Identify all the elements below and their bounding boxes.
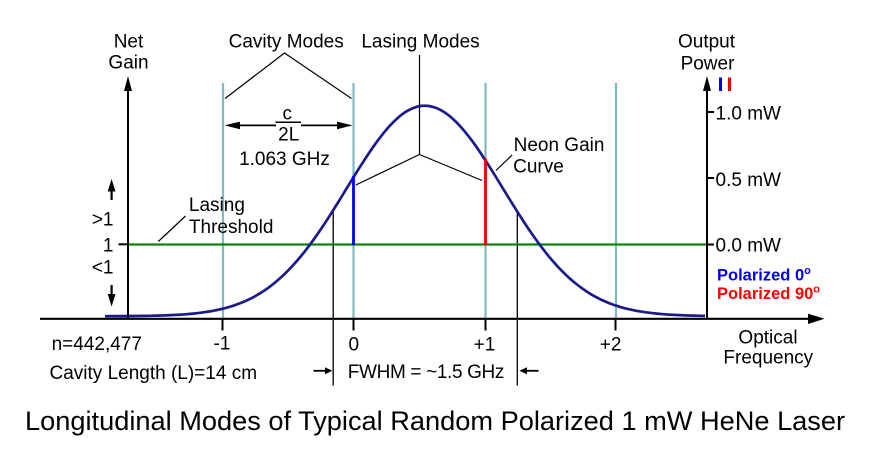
svg-text:2L: 2L	[278, 125, 299, 146]
svg-text:Lasing Modes: Lasing Modes	[361, 32, 479, 53]
svg-text:Gain: Gain	[108, 53, 148, 74]
svg-text:FWHM = ~1.5 GHz: FWHM = ~1.5 GHz	[348, 362, 504, 383]
svg-text:1.063 GHz: 1.063 GHz	[239, 149, 330, 170]
svg-text:1.0 mW: 1.0 mW	[716, 104, 782, 125]
svg-text:c: c	[283, 104, 293, 125]
svg-text:Frequency: Frequency	[723, 348, 813, 369]
svg-text:Cavity Modes: Cavity Modes	[229, 32, 344, 53]
svg-text:Curve: Curve	[513, 156, 564, 177]
svg-text:0.0 mW: 0.0 mW	[716, 236, 782, 257]
svg-text:+1: +1	[474, 335, 496, 356]
svg-text:<1: <1	[92, 258, 114, 279]
svg-text:Optical: Optical	[738, 328, 797, 349]
svg-text:Net: Net	[114, 32, 144, 53]
svg-text:0: 0	[349, 335, 360, 356]
svg-text:Threshold: Threshold	[189, 217, 274, 238]
svg-text:n=442,477: n=442,477	[52, 334, 142, 355]
svg-text:0.5 mW: 0.5 mW	[716, 170, 782, 191]
svg-text:Polarized 90o: Polarized 90o	[717, 284, 820, 304]
svg-text:Lasing: Lasing	[189, 195, 245, 216]
svg-text:>1: >1	[92, 209, 114, 230]
svg-text:+2: +2	[600, 335, 622, 356]
svg-text:Neon Gain: Neon Gain	[514, 135, 605, 156]
svg-text:Longitudinal Modes of Typical: Longitudinal Modes of Typical Random Pol…	[25, 405, 845, 436]
svg-text:Power: Power	[681, 54, 736, 75]
svg-text:1: 1	[103, 236, 114, 257]
svg-text:-1: -1	[214, 334, 231, 355]
svg-text:Polarized 0o: Polarized 0o	[717, 265, 811, 285]
svg-text:Output: Output	[678, 32, 736, 53]
svg-text:Cavity Length (L)=14 cm: Cavity Length (L)=14 cm	[50, 363, 258, 384]
